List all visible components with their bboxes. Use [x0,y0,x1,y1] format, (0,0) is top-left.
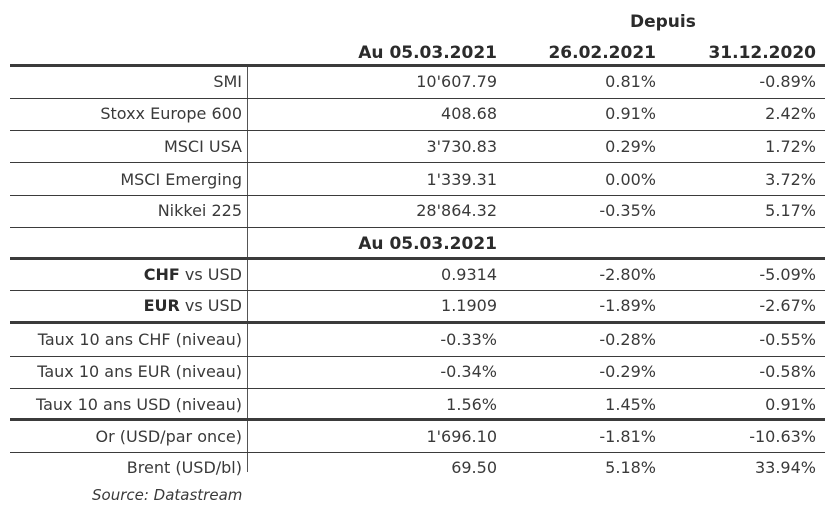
row-value-2: 0.91% [605,104,656,123]
row-value-2: -0.28% [599,330,656,349]
row-value-1: 1'696.10 [426,427,497,446]
row-value-2: 0.29% [605,137,656,156]
row-value-3: 0.91% [765,395,816,414]
row-value-3: 2.42% [765,104,816,123]
header-col1: Au 05.03.2021 [358,43,497,63]
subheader-date: Au 05.03.2021 [358,234,497,254]
row-value-3: 3.72% [765,170,816,189]
row-value-1: 69.50 [451,458,497,477]
row-divider [10,356,825,357]
row-value-2: 1.45% [605,395,656,414]
row-value-1: -0.33% [440,330,497,349]
row-label: Taux 10 ans CHF (niveau) [37,330,242,349]
row-value-3: 33.94% [754,458,816,477]
row-value-2: -2.80% [599,265,656,284]
source-note: Source: Datastream [92,486,243,504]
row-value-2: 0.00% [605,170,656,189]
subheader-rule [10,257,825,260]
row-value-2: -0.35% [599,201,656,220]
row-value-1: 1.56% [446,395,497,414]
row-label: Brent (USD/bl) [126,458,242,477]
currency-suffix: vs USD [179,265,242,284]
row-value-3: -0.58% [759,362,816,381]
row-divider [10,290,825,291]
row-divider [10,195,825,196]
row-value-1: -0.34% [440,362,497,381]
row-value-3: -2.67% [759,296,816,315]
row-value-2: 5.18% [605,458,656,477]
row-value-3: -5.09% [759,265,816,284]
currency-code: CHF [143,265,180,284]
section-rule [10,418,825,421]
row-value-3: 1.72% [765,137,816,156]
row-divider [10,98,825,99]
header-col3: 31.12.2020 [708,43,816,63]
header-depuis: Depuis [630,12,696,32]
row-value-1: 1'339.31 [426,170,497,189]
row-label: Taux 10 ans EUR (niveau) [37,362,242,381]
row-value-3: -10.63% [749,427,816,446]
section-rule [10,321,825,324]
currency-suffix: vs USD [179,296,242,315]
row-divider [10,227,825,228]
row-divider [10,452,825,453]
row-value-1: 10'607.79 [416,72,497,91]
currency-code: EUR [143,296,180,315]
row-divider [10,388,825,389]
row-value-1: 0.9314 [441,265,497,284]
row-value-1: 3'730.83 [426,137,497,156]
row-value-1: 408.68 [441,104,497,123]
row-value-2: 0.81% [605,72,656,91]
row-value-2: -0.29% [599,362,656,381]
row-value-3: -0.55% [759,330,816,349]
column-separator [247,67,248,472]
row-label: Nikkei 225 [157,201,242,220]
row-label: SMI [213,72,242,91]
row-divider [10,130,825,131]
row-label: EUR vs USD [10,296,242,315]
row-value-1: 1.1909 [441,296,497,315]
row-label: MSCI USA [163,137,242,156]
row-label: Taux 10 ans USD (niveau) [35,395,242,414]
row-label: MSCI Emerging [120,170,242,189]
row-value-2: -1.81% [599,427,656,446]
row-label: Or (USD/par once) [95,427,242,446]
row-value-3: -0.89% [759,72,816,91]
row-divider [10,162,825,163]
row-value-3: 5.17% [765,201,816,220]
row-value-1: 28'864.32 [416,201,497,220]
header-rule [10,64,825,67]
header-col2: 26.02.2021 [548,43,656,63]
row-label: Stoxx Europe 600 [100,104,242,123]
row-label: CHF vs USD [10,265,242,284]
row-value-2: -1.89% [599,296,656,315]
